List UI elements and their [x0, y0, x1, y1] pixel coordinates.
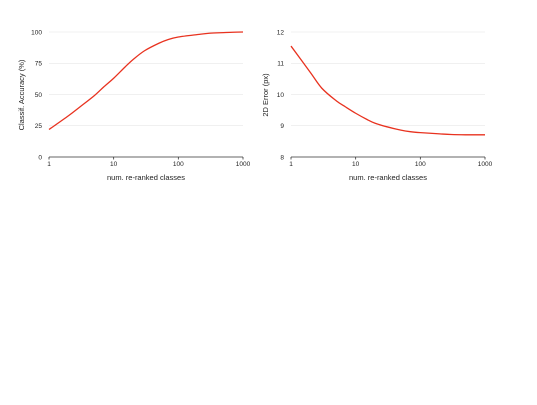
- error-y-tick-label: 12: [277, 29, 285, 36]
- error-x-tick-label: 1: [289, 161, 293, 168]
- accuracy-y-tick-label: 25: [35, 123, 43, 130]
- error-series-line: [290, 45, 485, 136]
- accuracy-x-tick-label: 10: [110, 161, 118, 168]
- accuracy-series-line: [48, 31, 244, 131]
- accuracy-chart: num. re-ranked classes Classif. Accuracy…: [17, 29, 251, 182]
- accuracy-y-tick-label: 0: [38, 154, 42, 161]
- accuracy-y-tick-label: 75: [35, 61, 43, 68]
- error-x-axis-label: num. re-ranked classes: [349, 173, 427, 182]
- error-x-tick-label: 100: [415, 161, 426, 168]
- accuracy-x-tick-label: 1: [47, 161, 51, 168]
- error-y-tick-label: 11: [277, 61, 284, 68]
- accuracy-y-tick-label: 100: [31, 29, 42, 36]
- error-y-axis-label: 2D Error (px): [261, 73, 270, 117]
- error-y-tick-label: 8: [280, 154, 284, 161]
- error-y-tick-label: 10: [277, 92, 285, 99]
- accuracy-x-axis-label: num. re-ranked classes: [107, 173, 185, 182]
- accuracy-y-axis-label: Classif. Accuracy (%): [17, 59, 26, 130]
- accuracy-x-tick-label: 1000: [236, 161, 251, 168]
- error-y-tick-label: 9: [280, 123, 284, 130]
- accuracy-x-tick-label: 100: [173, 161, 184, 168]
- accuracy-y-tick-label: 50: [35, 92, 43, 99]
- error-x-tick-label: 1000: [478, 161, 493, 168]
- error-chart: num. re-ranked classes 2D Error (px) 8 9 1…: [261, 29, 493, 182]
- error-x-tick-label: 10: [352, 161, 360, 168]
